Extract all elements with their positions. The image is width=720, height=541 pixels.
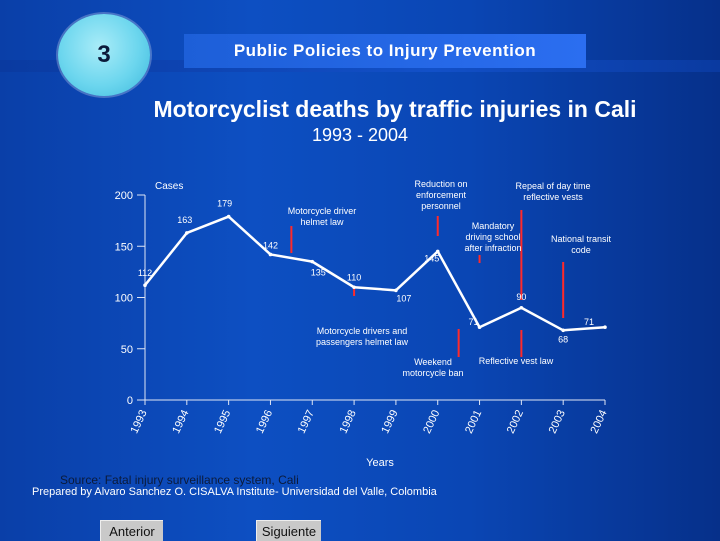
data-point — [519, 305, 524, 310]
y-tick-label: 100 — [115, 293, 133, 305]
annotation-text: Weekend — [414, 357, 452, 367]
y-axis-label: Cases — [155, 181, 183, 192]
x-tick-label: 1993 — [128, 408, 149, 435]
data-label: 179 — [217, 199, 232, 209]
x-tick-label: 2003 — [547, 408, 568, 435]
annotation-text: passengers helmet law — [316, 337, 409, 347]
data-label: 112 — [138, 268, 152, 278]
x-tick-label: 1998 — [338, 408, 359, 435]
data-point — [477, 325, 482, 330]
data-point — [394, 288, 398, 293]
annotation-text: Reflective vest law — [479, 356, 554, 366]
chart-series — [143, 214, 607, 333]
data-label: 107 — [396, 293, 411, 303]
prepared-by-note: Prepared by Alvaro Sanchez O. CISALVA In… — [32, 486, 437, 498]
previous-button[interactable]: Anterior — [100, 520, 163, 541]
chart-labels: 112 163 179 142 135 110 107 145 71 90 68 71 Motorcyc… — [138, 179, 612, 378]
annotation-text: helmet law — [300, 217, 344, 227]
chart-subtitle: 1993 - 2004 — [311, 125, 409, 145]
topic-banner: Public Policies to Injury Prevention — [184, 34, 586, 68]
annotation-text: reflective vests — [523, 192, 583, 202]
y-tick-label: 150 — [115, 241, 133, 253]
x-tick-label: 2002 — [505, 408, 526, 435]
annotation-text: Motorcycle drivers and — [317, 326, 408, 336]
data-label: 90 — [516, 292, 526, 302]
x-tick-label: 2004 — [588, 408, 609, 435]
annotation-text: personnel — [421, 201, 461, 211]
data-point — [561, 328, 565, 333]
source-note: Source: Fatal injury surveillance system… — [60, 473, 299, 487]
topic-text: Public Policies to Injury Prevention — [233, 41, 537, 60]
x-tick-label: 1999 — [379, 408, 400, 435]
x-tick-label: 1996 — [254, 408, 275, 435]
annotation-text: Repeal of day time — [515, 181, 590, 191]
data-label: 142 — [263, 240, 278, 250]
annotation-text: Reduction on — [414, 179, 467, 189]
y-tick-label: 50 — [121, 344, 133, 356]
series-line — [144, 215, 606, 332]
x-tick-label: 1995 — [212, 408, 233, 435]
data-point — [226, 214, 231, 219]
slide-number-badge: 3 — [58, 14, 150, 96]
annotation-text: National transit — [551, 234, 612, 244]
annotation-lines — [290, 210, 565, 357]
data-label: 71 — [584, 317, 594, 327]
next-button[interactable]: Siguiente — [256, 520, 321, 541]
data-label: 110 — [347, 272, 361, 282]
y-tick-label: 0 — [127, 395, 133, 407]
annotation-text: code — [571, 245, 591, 255]
chart-title: Motorcyclist deaths by traffic injuries … — [153, 96, 637, 122]
x-tick-label: 1997 — [296, 408, 317, 435]
annotation-text: enforcement — [416, 190, 467, 200]
slide-number: 3 — [97, 41, 111, 68]
data-label: 71 — [469, 317, 479, 327]
annotation-text: Motorcycle driver — [288, 206, 357, 216]
x-axis-label: Years — [366, 457, 394, 469]
x-tick-label: 1994 — [170, 408, 191, 435]
data-label: 135 — [311, 268, 326, 278]
data-point — [310, 259, 315, 264]
data-point — [143, 283, 147, 288]
annotation-text: driving school — [465, 232, 520, 242]
y-tick-label: 200 — [115, 190, 133, 202]
data-point — [435, 249, 440, 254]
data-label: 68 — [558, 334, 568, 344]
data-point — [185, 231, 189, 235]
data-label: 145 — [424, 253, 439, 263]
data-point — [603, 325, 607, 330]
annotation-text: Mandatory — [472, 221, 515, 231]
data-label: 163 — [177, 215, 192, 225]
x-tick-label: 2001 — [463, 408, 484, 435]
data-point — [268, 252, 273, 257]
x-tick-label: 2000 — [421, 408, 442, 435]
annotation-text: motorcycle ban — [402, 368, 463, 378]
annotation-text: after infraction — [464, 243, 521, 253]
data-point — [352, 285, 356, 290]
